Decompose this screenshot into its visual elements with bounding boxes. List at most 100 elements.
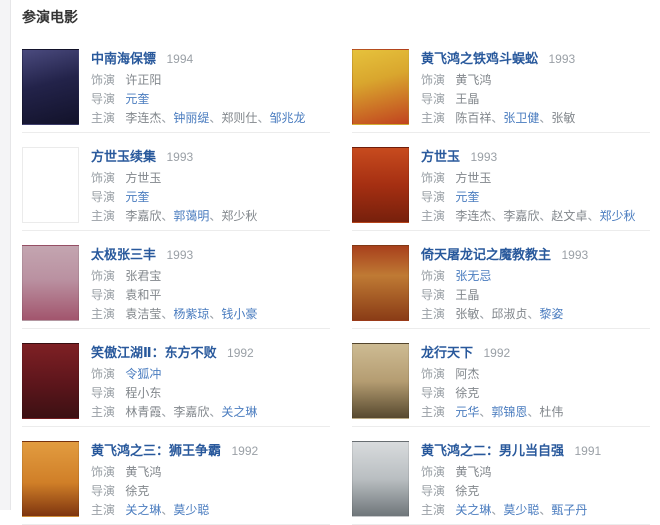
cast-name: 袁洁莹 [125, 307, 162, 321]
cast-name[interactable]: 黎姿 [539, 307, 564, 321]
cast-list: 关之琳、莫少聪 [125, 503, 209, 517]
cast-separator: 、 [491, 111, 504, 125]
director-label: 导演 [91, 288, 116, 302]
role-value[interactable]: 令狐冲 [125, 367, 162, 381]
poster-fang-shiyu-xuji[interactable] [22, 147, 79, 223]
movie-info: 龙行天下 1992 饰演 阿杰 导演 徐克 主演 元华、郭锦恩、杜伟 [421, 343, 650, 422]
cast-name[interactable]: 关之琳 [455, 503, 492, 517]
cast-name[interactable]: 杨紫琼 [173, 307, 210, 321]
cast-line: 主演 李连杰、李嘉欣、赵文卓、郑少秋 [421, 207, 650, 226]
cast-name[interactable]: 郑少秋 [599, 209, 636, 223]
role-value: 许正阳 [125, 73, 162, 87]
cast-list: 元华、郭锦恩、杜伟 [455, 405, 563, 419]
role-line: 饰演 张君宝 [91, 267, 330, 286]
director-value: 徐克 [125, 484, 150, 498]
poster-taiji-zhangsanfeng[interactable] [22, 245, 79, 321]
movie-title-link[interactable]: 方世玉续集 [91, 149, 157, 164]
movie-title-link[interactable]: 黄飞鸿之二：男儿当自强 [421, 443, 565, 458]
role-value[interactable]: 张无忌 [455, 269, 492, 283]
director-label: 导演 [421, 484, 446, 498]
cast-name[interactable]: 郭锦恩 [491, 405, 528, 419]
cast-name[interactable]: 关之琳 [125, 503, 162, 517]
movie-year: 1993 [470, 150, 498, 164]
page-edge-strip [0, 0, 11, 510]
cast-name[interactable]: 张卫健 [503, 111, 540, 125]
cast-label: 主演 [421, 307, 446, 321]
cast-name[interactable]: 关之琳 [221, 405, 258, 419]
director-value: 徐克 [455, 386, 480, 400]
director-line: 导演 徐克 [421, 482, 650, 501]
movie-title-line: 太极张三丰 1993 [91, 246, 330, 264]
role-value: 黄飞鸿 [455, 465, 492, 479]
cast-label: 主演 [91, 111, 116, 125]
director-value[interactable]: 元奎 [125, 190, 150, 204]
director-value: 徐克 [455, 484, 480, 498]
cast-separator: 、 [491, 503, 504, 517]
cast-name[interactable]: 莫少聪 [503, 503, 540, 517]
poster-tieji-dou-wugong[interactable] [352, 49, 409, 125]
movie-year: 1994 [166, 52, 194, 66]
cast-name[interactable]: 邹兆龙 [269, 111, 306, 125]
cast-name: 李连杰 [455, 209, 492, 223]
cast-name[interactable]: 郭蔼明 [173, 209, 210, 223]
cast-name: 陈百祥 [455, 111, 492, 125]
movie-title-link[interactable]: 龙行天下 [421, 345, 474, 360]
role-label: 饰演 [91, 73, 116, 87]
movie-year: 1993 [166, 248, 194, 262]
poster-yitian-tulongji[interactable] [352, 245, 409, 321]
movie-title-link[interactable]: 倚天屠龙记之魔教教主 [421, 247, 552, 262]
cast-separator: 、 [539, 111, 552, 125]
movie-title-link[interactable]: 笑傲江湖Ⅱ：东方不败 [91, 345, 217, 360]
movie-title-line: 方世玉续集 1993 [91, 148, 330, 166]
role-value: 方世玉 [455, 171, 492, 185]
cast-name: 林青霞 [125, 405, 162, 419]
cast-line: 主演 袁洁莹、杨紫琼、钱小豪 [91, 305, 330, 324]
cast-name[interactable]: 甄子丹 [551, 503, 588, 517]
director-value[interactable]: 元奎 [125, 92, 150, 106]
poster-fang-shiyu[interactable] [352, 147, 409, 223]
cast-name[interactable]: 莫少聪 [173, 503, 210, 517]
poster-shiwang-zhengba[interactable] [22, 441, 79, 517]
cast-name[interactable]: 钟丽缇 [173, 111, 210, 125]
movie-info: 黄飞鸿之三：狮王争霸 1992 饰演 黄飞鸿 导演 徐克 主演 关之琳、莫少聪 [91, 441, 330, 520]
movie-info: 黄飞鸿之铁鸡斗蜈蚣 1993 饰演 黄飞鸿 导演 王晶 主演 陈百祥、张卫健、张… [421, 49, 650, 128]
role-line: 饰演 张无忌 [421, 267, 650, 286]
cast-line: 主演 关之琳、莫少聪 [91, 501, 330, 520]
role-line: 饰演 许正阳 [91, 71, 330, 90]
cast-name[interactable]: 元华 [455, 405, 480, 419]
section-title: 参演电影 [22, 9, 78, 25]
movie-title-link[interactable]: 黄飞鸿之铁鸡斗蜈蚣 [421, 51, 539, 66]
poster-dongfang-bubai[interactable] [22, 343, 79, 419]
director-line: 导演 王晶 [421, 90, 650, 109]
director-value: 程小东 [125, 386, 162, 400]
role-value: 黄飞鸿 [125, 465, 162, 479]
poster-naner-dang-ziqiang[interactable] [352, 441, 409, 517]
cast-name[interactable]: 钱小豪 [221, 307, 258, 321]
cast-line: 主演 关之琳、莫少聪、甄子丹 [421, 501, 650, 520]
director-value[interactable]: 元奎 [455, 190, 480, 204]
movie-title-link[interactable]: 中南海保镖 [91, 51, 157, 66]
cast-separator: 、 [161, 405, 174, 419]
role-line: 饰演 黄飞鸿 [91, 463, 330, 482]
movie-title-link[interactable]: 黄飞鸿之三：狮王争霸 [91, 443, 222, 458]
movie-grid: 中南海保镖 1994 饰演 许正阳 导演 元奎 主演 李连杰、钟丽缇、郑则仕、邹… [22, 35, 652, 525]
movie-info: 倚天屠龙记之魔教教主 1993 饰演 张无忌 导演 王晶 主演 张敏、邱淑贞、黎… [421, 245, 650, 324]
cast-name: 赵文卓 [551, 209, 588, 223]
cast-label: 主演 [91, 209, 116, 223]
movie-title-link[interactable]: 方世玉 [421, 149, 461, 164]
cast-label: 主演 [421, 111, 446, 125]
cast-list: 陈百祥、张卫健、张敏 [455, 111, 575, 125]
role-line: 饰演 黄飞鸿 [421, 71, 650, 90]
movie-title-link[interactable]: 太极张三丰 [91, 247, 157, 262]
role-line: 饰演 方世玉 [421, 169, 650, 188]
cast-line: 主演 元华、郭锦恩、杜伟 [421, 403, 650, 422]
movie-title-line: 龙行天下 1992 [421, 344, 650, 362]
cast-name: 李嘉欣 [503, 209, 540, 223]
movie-title-line: 笑傲江湖Ⅱ：东方不败 1992 [91, 344, 330, 362]
role-label: 饰演 [421, 73, 446, 87]
movie-title-line: 倚天屠龙记之魔教教主 1993 [421, 246, 650, 264]
director-value: 王晶 [455, 92, 480, 106]
poster-zhongnanhai-baobiao[interactable] [22, 49, 79, 125]
movie-title-line: 黄飞鸿之三：狮王争霸 1992 [91, 442, 330, 460]
poster-longxing-tianxia[interactable] [352, 343, 409, 419]
